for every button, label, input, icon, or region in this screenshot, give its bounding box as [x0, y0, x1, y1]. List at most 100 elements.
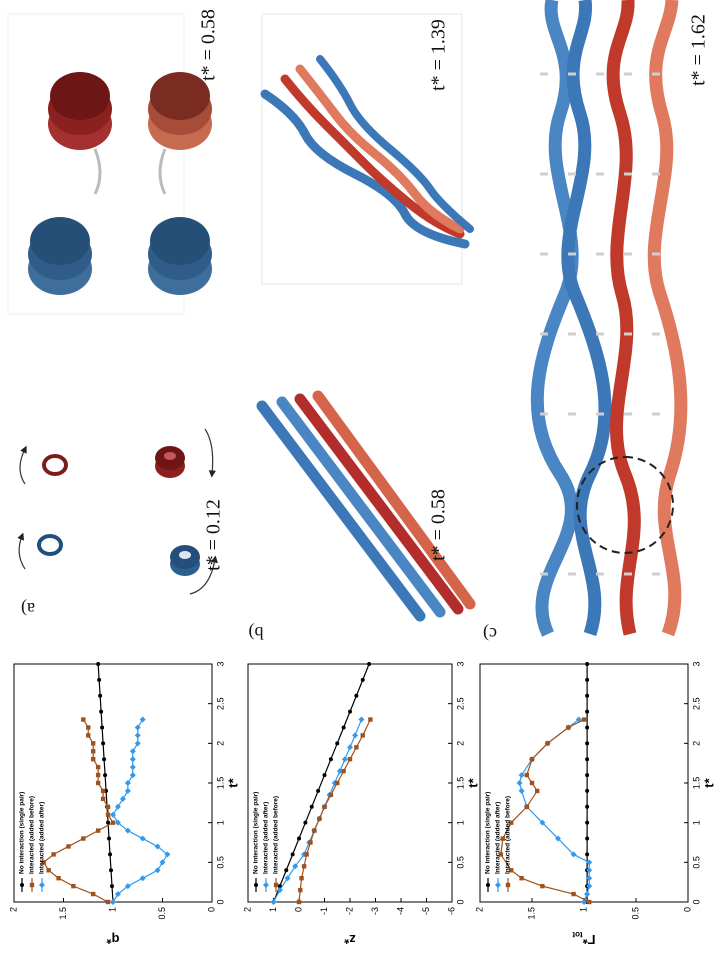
- data-marker: [99, 709, 104, 714]
- data-marker: [524, 804, 529, 809]
- data-marker: [328, 757, 333, 762]
- series-line: [518, 719, 590, 903]
- y-tick-label: -4: [395, 907, 405, 915]
- data-marker: [297, 836, 301, 841]
- data-marker: [505, 882, 511, 888]
- data-marker: [585, 709, 590, 714]
- data-marker: [312, 828, 317, 833]
- data-marker: [154, 867, 161, 874]
- legend-label: Interacted (added after): [39, 802, 46, 874]
- y-tick-label: -3: [370, 907, 380, 915]
- data-marker: [335, 780, 340, 786]
- render-b-left: [256, 390, 476, 622]
- data-marker: [585, 693, 590, 698]
- y-tick-label: 0: [293, 907, 303, 912]
- y-axis-label-main: z*: [343, 932, 356, 947]
- data-marker: [20, 883, 24, 887]
- data-marker: [585, 788, 590, 793]
- data-marker: [91, 756, 96, 762]
- data-marker: [91, 741, 96, 746]
- data-marker: [254, 883, 258, 887]
- series-line: [272, 663, 370, 903]
- data-marker: [110, 884, 115, 889]
- y-tick-label: 2: [242, 907, 252, 912]
- y-axis-label-sub: tot: [572, 930, 583, 939]
- data-marker: [322, 804, 327, 809]
- data-marker: [284, 875, 291, 882]
- data-marker: [299, 876, 304, 881]
- data-marker: [540, 883, 545, 889]
- data-marker: [555, 835, 561, 842]
- render-c: [530, 0, 688, 637]
- data-marker: [56, 876, 61, 881]
- y-axis-label-main: q*: [106, 932, 120, 947]
- panel-label: a): [21, 598, 35, 619]
- data-marker: [105, 899, 111, 905]
- data-marker: [81, 717, 86, 722]
- data-marker: [277, 884, 282, 889]
- data-marker: [107, 836, 112, 841]
- data-marker: [304, 852, 309, 857]
- series-line: [298, 719, 371, 903]
- data-marker: [309, 804, 314, 809]
- data-marker: [585, 852, 590, 857]
- data-marker: [348, 709, 352, 714]
- data-marker: [105, 804, 111, 809]
- data-marker: [500, 836, 506, 841]
- data-marker: [91, 891, 96, 897]
- data-marker: [71, 883, 76, 889]
- data-marker: [139, 835, 146, 842]
- data-marker: [124, 780, 131, 786]
- data-marker: [301, 864, 307, 869]
- data-marker: [97, 677, 102, 682]
- data-marker: [347, 756, 353, 762]
- data-marker: [129, 756, 136, 763]
- chart: 0 0.5 1 1.5 2 2.5 3 -6 -5 -4 -3 -2 -1 0 1 2 t* z* No inter…: [242, 661, 480, 946]
- data-marker: [105, 812, 111, 817]
- data-marker: [29, 882, 35, 888]
- data-marker: [328, 792, 334, 798]
- data-marker: [86, 733, 91, 738]
- data-marker: [100, 796, 106, 802]
- x-tick-label: 0: [215, 899, 225, 904]
- x-tick-label: 2: [215, 741, 225, 746]
- x-axis-label: t*: [465, 777, 480, 787]
- data-marker: [360, 733, 365, 738]
- data-marker: [308, 840, 313, 845]
- data-marker: [134, 732, 141, 739]
- data-marker: [66, 844, 71, 849]
- y-axis-label: q*: [106, 932, 120, 947]
- data-marker: [290, 852, 295, 857]
- data-marker: [114, 891, 121, 898]
- data-marker: [516, 780, 523, 786]
- data-marker: [114, 803, 121, 810]
- data-marker: [341, 756, 348, 763]
- y-axis-label: Γ*tot: [572, 930, 595, 947]
- x-tick-label: 0.5: [691, 856, 701, 869]
- data-marker: [585, 741, 590, 746]
- legend-label: Interacted (added after): [263, 802, 270, 874]
- y-tick-label: 1.5: [526, 907, 536, 920]
- data-marker: [284, 868, 289, 873]
- data-marker: [296, 899, 302, 905]
- data-marker: [341, 768, 346, 774]
- x-tick-label: 2: [691, 741, 701, 746]
- legend-label: No interaction (single pair): [19, 792, 26, 874]
- data-marker: [585, 662, 590, 666]
- data-marker: [95, 764, 101, 770]
- legend-label: Interacted (added after): [495, 802, 502, 874]
- data-marker: [81, 836, 86, 841]
- series-line: [112, 719, 169, 903]
- x-tick-label: 1.5: [691, 777, 701, 790]
- x-axis-label: t*: [701, 777, 716, 787]
- y-tick-label: 0.5: [157, 907, 167, 920]
- x-tick-label: 0: [691, 899, 701, 904]
- y-tick-label: -1: [319, 907, 329, 915]
- x-tick-label: 2.5: [691, 697, 701, 710]
- data-marker: [103, 773, 108, 778]
- y-axis-label: z*: [343, 932, 356, 947]
- data-marker: [585, 836, 590, 841]
- data-marker: [585, 757, 590, 762]
